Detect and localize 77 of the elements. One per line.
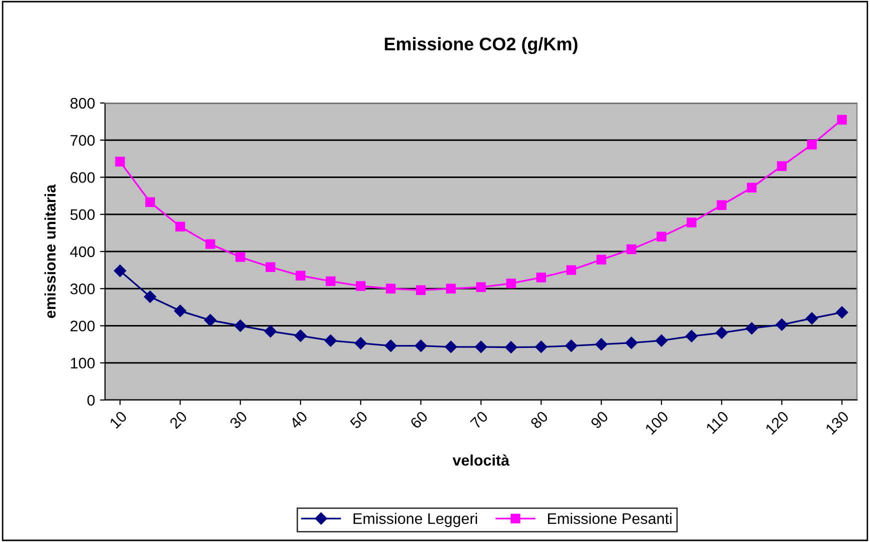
point xyxy=(234,320,246,332)
point xyxy=(264,325,277,338)
y-tick-label: 400 xyxy=(70,246,95,258)
point xyxy=(716,326,728,339)
point xyxy=(444,340,458,354)
point xyxy=(236,252,246,262)
point xyxy=(746,322,758,334)
point xyxy=(595,338,608,350)
y-tick-label: 500 xyxy=(70,209,95,220)
point xyxy=(776,318,788,331)
x-tick-label: 100 xyxy=(644,410,669,435)
x-tick-label: 90 xyxy=(590,410,609,430)
x-tick-label: 60 xyxy=(410,410,428,430)
point xyxy=(836,306,848,318)
point xyxy=(145,197,155,207)
legend-label: Emissione Leggeri xyxy=(354,512,478,528)
y-tick-label: 200 xyxy=(70,320,95,332)
point xyxy=(474,340,488,354)
chart-title: Emissione CO2 (g/Km) xyxy=(384,37,578,54)
x-tick-label: 40 xyxy=(289,410,308,430)
y-tick-label: 800 xyxy=(70,98,95,109)
point xyxy=(565,340,578,352)
point xyxy=(716,200,726,210)
point xyxy=(175,222,186,232)
point xyxy=(596,254,606,265)
point xyxy=(326,276,336,286)
point xyxy=(686,218,696,228)
legend-label: Emissione Pesanti xyxy=(548,512,672,524)
y-axis-title: emissione unitaria xyxy=(44,184,56,318)
x-axis-title: velocità xyxy=(452,454,510,466)
point xyxy=(685,330,698,342)
point xyxy=(296,270,306,280)
point xyxy=(776,161,787,171)
point xyxy=(535,340,548,354)
x-tick-label: 10 xyxy=(109,410,128,429)
point xyxy=(807,140,817,150)
x-tick-label: 130 xyxy=(825,410,850,435)
point xyxy=(566,265,576,275)
point xyxy=(746,182,757,193)
point xyxy=(626,244,636,254)
y-tick-label: 600 xyxy=(70,172,95,183)
x-tick-label: 80 xyxy=(530,410,549,430)
point xyxy=(384,340,397,352)
point xyxy=(414,340,427,352)
point xyxy=(324,334,337,347)
point xyxy=(446,284,456,294)
y-tick-label: 700 xyxy=(70,134,95,146)
point xyxy=(114,264,126,277)
point xyxy=(356,281,366,291)
point xyxy=(656,232,666,242)
point xyxy=(354,337,367,350)
point xyxy=(386,284,396,294)
point xyxy=(806,312,818,324)
x-tick-label: 30 xyxy=(229,410,248,430)
point xyxy=(504,341,518,354)
point xyxy=(266,262,276,272)
point xyxy=(506,278,516,288)
point xyxy=(655,334,668,347)
y-tick-label: 0 xyxy=(87,394,95,406)
point xyxy=(476,282,486,292)
x-tick-label: 20 xyxy=(169,410,188,430)
point xyxy=(205,239,216,249)
point xyxy=(174,304,186,317)
x-tick-label: 70 xyxy=(470,410,489,430)
x-tick-label: 50 xyxy=(349,410,368,430)
point xyxy=(294,330,307,342)
y-tick-label: 300 xyxy=(70,283,95,294)
y-tick-label: 100 xyxy=(70,358,95,369)
point xyxy=(536,272,546,282)
point xyxy=(837,114,847,125)
point xyxy=(144,290,156,303)
point xyxy=(115,156,125,167)
x-tick-label: 110 xyxy=(706,410,730,434)
point xyxy=(416,285,426,295)
x-tick-label: 120 xyxy=(764,410,790,435)
point xyxy=(625,336,638,349)
point xyxy=(204,314,216,326)
